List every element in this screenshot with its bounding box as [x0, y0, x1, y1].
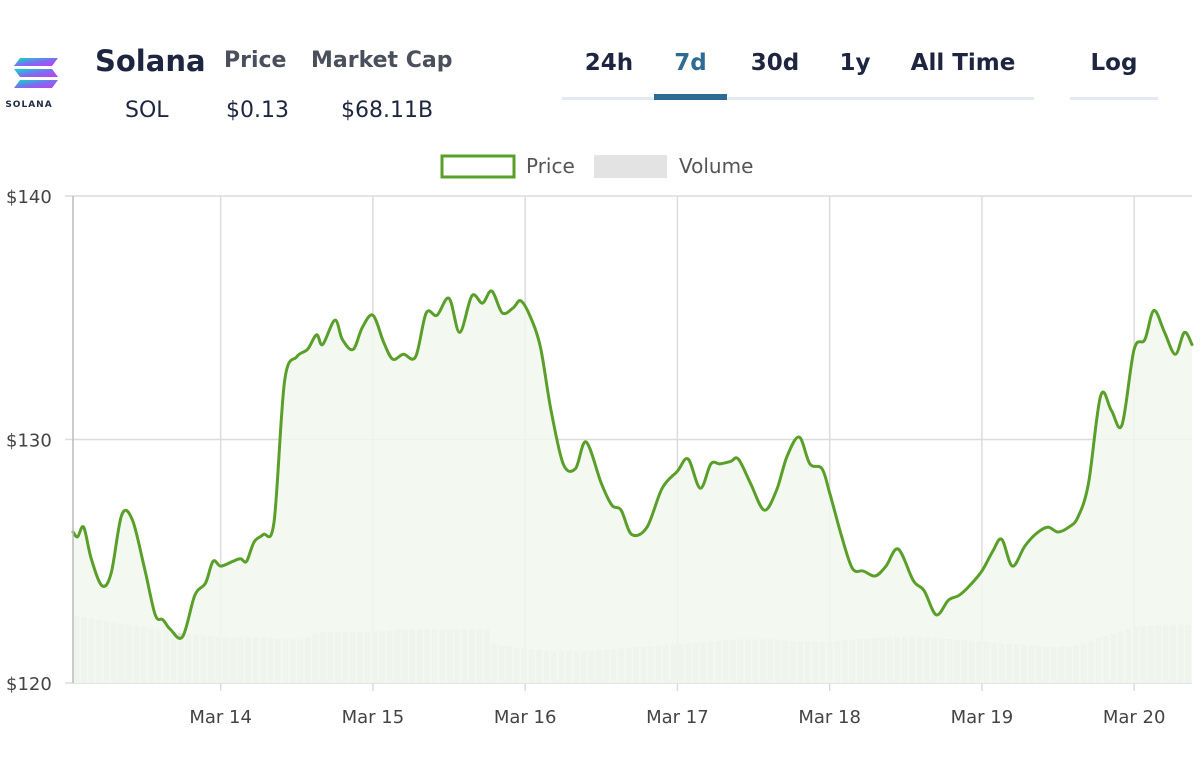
x-tick-label: Mar 17 — [646, 707, 709, 728]
tab-24h[interactable]: 24h — [584, 50, 634, 76]
y-axis: $120 $130 $140 — [6, 187, 74, 695]
tab-30d[interactable]: 30d — [750, 50, 800, 76]
x-tick-label: Mar 18 — [798, 707, 861, 728]
y-tick-label: $130 — [6, 431, 52, 452]
price-value: $0.13 — [226, 98, 289, 123]
x-tick-label: Mar 15 — [342, 707, 405, 728]
log-scale-button[interactable]: Log — [1090, 50, 1138, 76]
log-toggle: Log — [1070, 40, 1158, 100]
legend-volume-swatch — [594, 155, 667, 178]
log-track — [1070, 97, 1158, 100]
tab-all-time[interactable]: All Time — [910, 50, 1016, 76]
price-chart: Price Volume $120$130$140 Mar 14 Mar 15 Ma… — [6, 154, 1194, 728]
x-tick-label: Mar 19 — [951, 707, 1014, 728]
y-tick-label: $140 — [6, 187, 52, 208]
coin-name: Solana — [95, 44, 206, 78]
price-line — [71, 289, 1194, 640]
price-label: Price — [224, 48, 287, 73]
coin-symbol: SOL — [125, 98, 169, 123]
price-area — [73, 290, 1192, 683]
legend-price-label[interactable]: Price — [526, 154, 575, 178]
x-tick-label: Mar 14 — [189, 707, 252, 728]
tab-1y[interactable]: 1y — [839, 50, 871, 76]
x-tick-label: Mar 20 — [1103, 707, 1166, 728]
y-tick-label: $120 — [6, 674, 52, 695]
legend-volume-label[interactable]: Volume — [679, 154, 753, 178]
legend-price-swatch — [440, 154, 516, 179]
tabs-track — [562, 97, 1034, 100]
x-axis: Mar 14 Mar 15 Mar 16 Mar 17 Mar 18 Mar 19 Mar … — [189, 707, 1165, 728]
active-tab-indicator — [654, 94, 727, 100]
solana-logo-icon — [8, 52, 66, 122]
chart-legend: Price Volume — [440, 154, 753, 179]
market-cap-label: Market Cap — [311, 48, 453, 73]
time-range-tabs: 24h 7d 30d 1y All Time — [562, 40, 1034, 100]
market-cap-value: $68.11B — [341, 98, 434, 123]
logo-wordmark: SOLANA — [5, 100, 53, 110]
tab-7d[interactable]: 7d — [674, 50, 707, 76]
x-tick-label: Mar 16 — [494, 707, 557, 728]
